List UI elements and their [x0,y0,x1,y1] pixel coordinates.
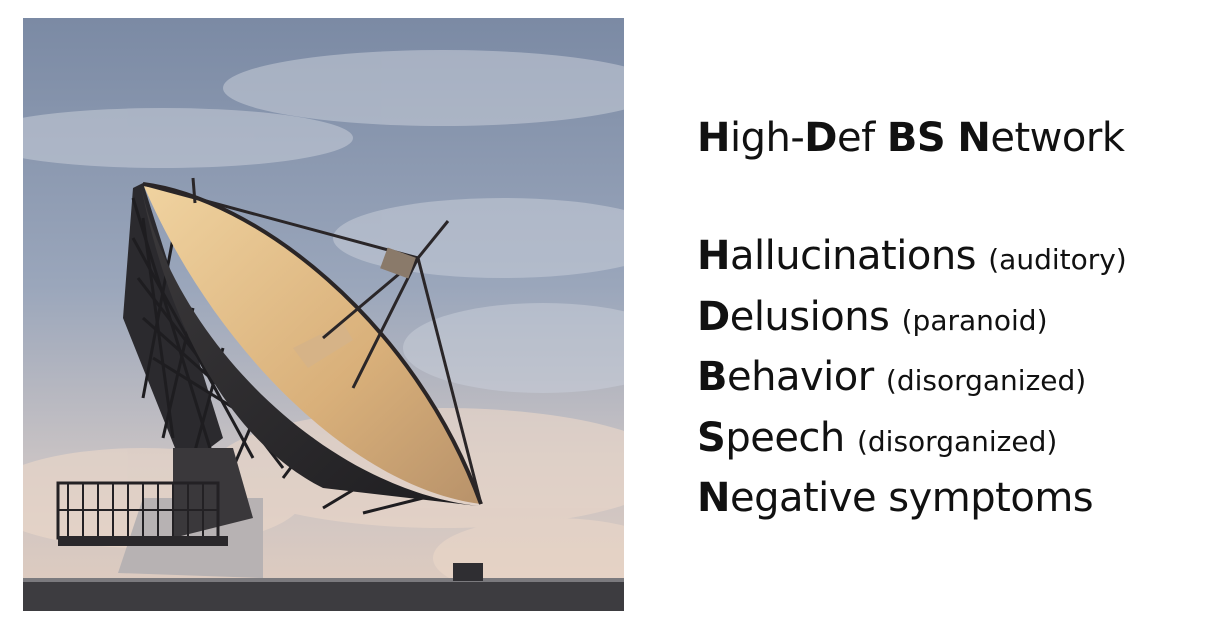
title-part: igh- [729,115,805,161]
title-part: etwork [990,115,1125,161]
acronym-panel: High-Def BS Network Hallucinations (audi… [697,112,1217,528]
symptom-item: Delusions (paranoid) [697,289,1217,350]
symptom-qualifier: (auditory) [988,243,1127,276]
symptom-initial: B [697,354,728,400]
symptom-rest: ehavior [727,354,874,400]
symptom-item: Behavior (disorganized) [697,349,1217,410]
symptom-rest: allucinations [729,233,977,279]
symptom-list: Hallucinations (auditory) Delusions (par… [697,228,1217,528]
acronym-title: High-Def BS Network [697,112,1217,164]
title-part: H [697,115,730,161]
symptom-rest: peech [725,414,845,461]
title-part [945,115,957,161]
symptom-initial: S [697,414,726,461]
symptom-qualifier: (disorganized) [856,424,1058,458]
title-part: ef [836,115,887,161]
title-part: D [804,115,837,161]
symptom-item: Negative symptoms [697,470,1217,528]
symptom-qualifier: (disorganized) [885,364,1087,397]
satellite-dish-photo [23,18,624,611]
symptom-rest: elusions [729,293,890,340]
symptom-rest: egative symptoms [729,475,1094,521]
symptom-initial: N [697,475,730,521]
symptom-item: Speech (disorganized) [697,410,1217,471]
symptom-qualifier: (paranoid) [901,303,1048,337]
title-part: BS [886,115,946,161]
title-part: N [957,115,991,161]
symptom-initial: H [697,233,730,279]
symptom-item: Hallucinations (auditory) [697,228,1217,289]
symptom-initial: D [697,293,730,340]
